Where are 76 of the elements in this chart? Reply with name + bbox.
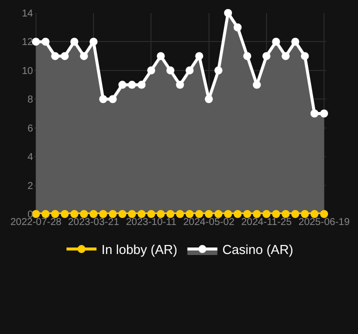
point [147,66,156,74]
point [272,38,280,46]
point [138,210,146,218]
point [108,95,117,104]
point [128,210,136,218]
point [310,210,318,218]
point [291,210,300,218]
point [166,66,174,74]
point [195,210,204,218]
point [90,210,98,218]
y-tick-label: 14 [22,8,34,20]
x-tick-label: 2025-06-19 [298,217,350,228]
point [99,95,108,104]
legend-label: Casino (AR) [222,242,294,258]
legend-label: In lobby (AR) [102,242,178,258]
point [204,210,213,218]
y-tick-label: 12 [22,37,34,48]
point [234,210,242,218]
point [186,210,194,218]
point [147,210,156,218]
point [51,52,60,60]
point [300,52,309,60]
point [186,66,194,74]
point [166,210,174,218]
point [224,9,232,17]
point [234,23,242,32]
point [156,210,165,218]
point [272,210,280,218]
point [300,210,309,218]
point [138,80,146,89]
x-tick-label: 2022-07-28 [10,217,62,228]
point [320,210,328,218]
point [70,38,78,46]
point [42,210,50,218]
point [128,80,136,89]
point [262,52,270,60]
point [70,210,78,218]
x-tick-label: 2023-10-11 [126,217,177,228]
point [282,210,290,218]
point [214,210,222,218]
y-tick-label: 8 [27,94,34,106]
point [204,95,213,104]
y-tick-label: 2 [27,180,34,192]
point [60,210,69,218]
point [118,210,126,218]
point [80,52,88,60]
point [310,110,318,118]
point [176,210,184,218]
point [214,66,222,74]
point [282,52,290,60]
point [243,52,252,60]
y-tick-label: 10 [22,66,34,77]
point [176,80,184,89]
point [291,38,300,46]
point [32,38,40,46]
point [252,80,261,89]
point [156,52,165,60]
point [243,210,252,218]
point [195,52,204,60]
point [262,210,270,218]
point [90,38,98,46]
point [252,210,261,218]
point [51,210,60,218]
point [118,80,126,89]
point [320,110,328,118]
point [42,38,50,46]
x-tick-label: 2024-05-02 [183,217,235,228]
y-tick-label: 6 [27,123,34,134]
point [224,210,232,218]
y-tick-label: 4 [27,152,34,164]
point [80,210,88,218]
point [108,210,117,218]
x-tick-label: 2024-11-25 [241,217,292,228]
x-tick-label: 2023-03-21 [68,217,120,228]
point [99,210,108,218]
point [60,52,69,60]
